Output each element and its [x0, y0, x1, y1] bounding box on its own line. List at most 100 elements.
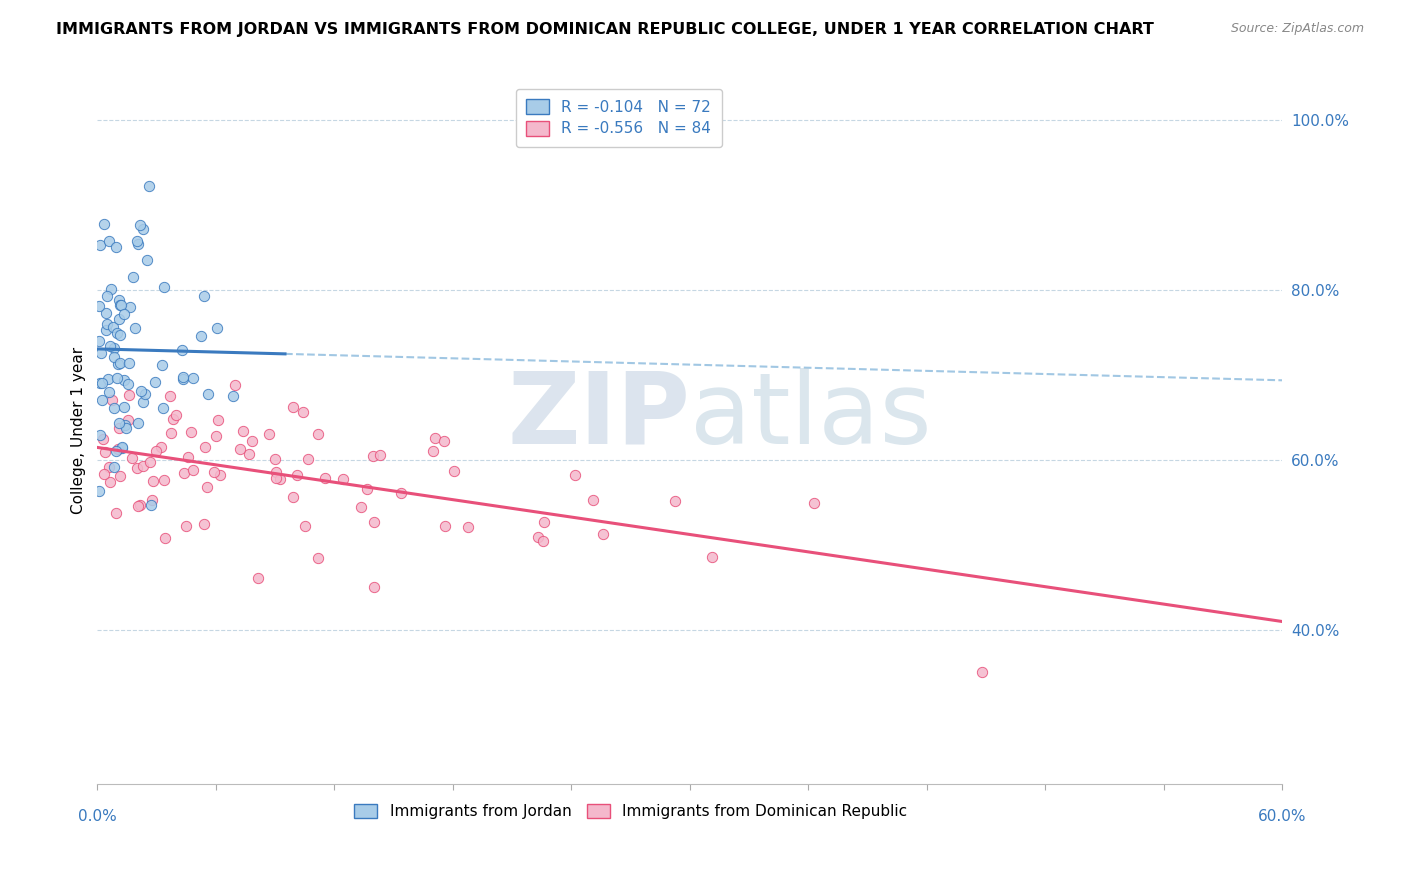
- Point: [150, 440, 173, 454]
- Point: [247, 571, 270, 585]
- Point: [93, 467, 115, 481]
- Point: [107, 293, 129, 308]
- Point: [98, 234, 121, 248]
- Point: [125, 461, 148, 475]
- Point: [222, 389, 245, 403]
- Point: [128, 498, 150, 512]
- Point: [94, 306, 117, 320]
- Point: [205, 321, 228, 335]
- Point: [159, 425, 181, 440]
- Point: [91, 393, 114, 408]
- Point: [142, 474, 165, 488]
- Point: [195, 479, 218, 493]
- Point: [434, 519, 457, 533]
- Point: [240, 434, 263, 448]
- Point: [208, 467, 231, 482]
- Point: [129, 384, 152, 399]
- Point: [89, 376, 111, 391]
- Point: [970, 665, 993, 679]
- Text: 60.0%: 60.0%: [1258, 809, 1306, 824]
- Point: [170, 343, 193, 358]
- Point: [533, 515, 555, 529]
- Point: [110, 355, 132, 369]
- Point: [103, 341, 125, 355]
- Point: [350, 500, 373, 514]
- Point: [135, 252, 157, 267]
- Point: [94, 323, 117, 337]
- Point: [264, 452, 287, 467]
- Point: [193, 517, 215, 532]
- Point: [232, 424, 254, 438]
- Point: [257, 426, 280, 441]
- Point: [150, 358, 173, 372]
- Point: [564, 468, 586, 483]
- Point: [803, 496, 825, 510]
- Point: [89, 483, 111, 498]
- Legend: R = -0.104   N = 72, R = -0.556   N = 84: R = -0.104 N = 72, R = -0.556 N = 84: [516, 88, 723, 147]
- Point: [108, 312, 131, 326]
- Point: [108, 469, 131, 483]
- Point: [332, 472, 354, 486]
- Point: [134, 387, 156, 401]
- Point: [361, 449, 384, 463]
- Point: [105, 443, 128, 458]
- Point: [105, 371, 128, 385]
- Point: [118, 388, 141, 402]
- Point: [228, 442, 250, 457]
- Point: [363, 515, 385, 529]
- Point: [112, 373, 135, 387]
- Point: [180, 425, 202, 439]
- Point: [314, 470, 336, 484]
- Point: [97, 372, 120, 386]
- Point: [100, 339, 122, 353]
- Point: [162, 411, 184, 425]
- Point: [592, 527, 614, 541]
- Point: [443, 464, 465, 478]
- Point: [153, 473, 176, 487]
- Point: [103, 459, 125, 474]
- Point: [112, 307, 135, 321]
- Point: [98, 475, 121, 489]
- Point: [159, 389, 181, 403]
- Point: [101, 320, 124, 334]
- Point: [127, 236, 149, 251]
- Point: [145, 444, 167, 458]
- Text: 0.0%: 0.0%: [77, 809, 117, 824]
- Point: [181, 371, 204, 385]
- Point: [111, 442, 134, 456]
- Point: [89, 334, 111, 348]
- Point: [132, 221, 155, 235]
- Point: [294, 519, 316, 533]
- Text: ZIP: ZIP: [508, 368, 690, 465]
- Point: [117, 413, 139, 427]
- Point: [108, 421, 131, 435]
- Point: [207, 413, 229, 427]
- Point: [128, 500, 150, 514]
- Point: [124, 321, 146, 335]
- Point: [105, 326, 128, 341]
- Point: [103, 401, 125, 415]
- Point: [96, 289, 118, 303]
- Point: [138, 455, 160, 469]
- Text: Source: ZipAtlas.com: Source: ZipAtlas.com: [1230, 22, 1364, 36]
- Point: [423, 431, 446, 445]
- Point: [89, 299, 111, 313]
- Point: [283, 491, 305, 505]
- Point: [264, 465, 287, 479]
- Point: [190, 329, 212, 343]
- Point: [281, 400, 304, 414]
- Point: [127, 416, 149, 430]
- Point: [389, 486, 412, 500]
- Point: [96, 317, 118, 331]
- Point: [143, 375, 166, 389]
- Point: [110, 298, 132, 312]
- Text: atlas: atlas: [690, 368, 932, 465]
- Y-axis label: College, Under 1 year: College, Under 1 year: [72, 347, 86, 514]
- Point: [93, 217, 115, 231]
- Point: [141, 499, 163, 513]
- Point: [98, 459, 121, 474]
- Point: [141, 493, 163, 508]
- Point: [101, 392, 124, 407]
- Point: [205, 428, 228, 442]
- Point: [89, 237, 111, 252]
